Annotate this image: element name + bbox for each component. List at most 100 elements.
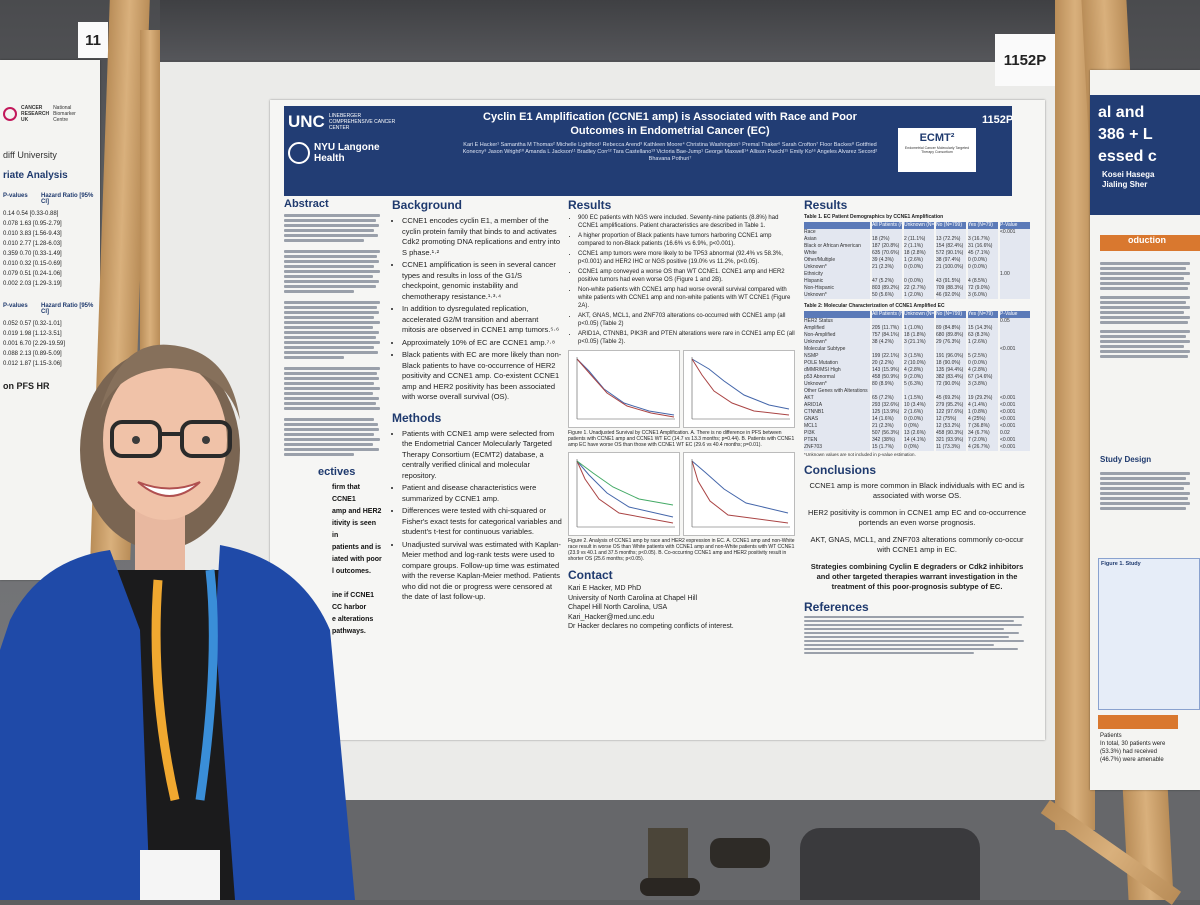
table-cell [968,346,998,353]
left-table-row: 0.010 3.83 [1.56-9.43] [3,231,62,237]
table-cell: 89 (84.8%) [936,325,966,332]
table-cell: <0.001 [1000,437,1030,444]
table-cell: Black or African American [804,243,870,250]
table-cell [804,222,870,229]
right-poster: al and 386 + L essed c Kosei Hasega Jialing… [1090,70,1200,790]
table-cell: 13 (72.2%) [936,236,966,243]
table-row: ARID1A 293 (32.6%) 10 (3.4%) 279 (95.2%) 4 (… [804,402,1030,409]
background-heading: Background [392,198,463,212]
table-cell: 0.02 [1000,430,1030,437]
table-cell: 21 (2.3%) [872,264,902,271]
left-table-row: 0.359 0.70 [0.33-1.49] [3,251,62,257]
centre-line-2: Biomarker [53,111,76,117]
right-poster-figure-title: Figure 1. Study [1101,561,1141,567]
results-heading: Results [568,198,612,212]
table-cell: 0 (0%) [904,423,934,430]
table-cell: 45 (7.1%) [968,250,998,257]
left-table-1: 0.14 0.54 [0.33-0.88] 0.078 1.63 [0.95-2.… [3,209,97,289]
table-cell [1000,264,1030,271]
conclusion-item: HER2 positivity is common in CCNE1 amp E… [808,508,1026,527]
table-cell: Unknown* [804,264,870,271]
table-row: Non-Hispanic 803 (89.2%) 22 (2.7%) 709 (88.… [804,285,1030,292]
table-cell: 38 (97.4%) [936,257,966,264]
table-cell: 321 (93.9%) [936,437,966,444]
figure-2-caption: Figure 2. Analysis of CCNE1 amp by race … [568,538,795,562]
left-table-row: 0.14 0.54 [0.33-0.88] [3,211,59,217]
table-cell: 18 (90.0%) [936,360,966,367]
table-cell: 67 (14.6%) [968,374,998,381]
ecmt-logo-box: ECMT² Endometrial Cancer Molecularly Tar… [898,128,976,172]
left-number-tag: 11 [78,22,108,58]
table-cell [872,346,902,353]
right-poster-authors: Kosei Hasega Jialing Sher [1102,170,1154,190]
methods-item: Patient and disease characteristics were… [402,483,562,504]
background-item: Black patients with EC are more likely t… [402,350,562,403]
table-row: Race <0.001 [804,229,1030,236]
table-header-row: All Patients (N=900)Unknown (N=22)No (N=… [804,222,1030,229]
table-cell: All Patients (N=900) [872,222,902,229]
table-cell: 458 (50.9%) [872,374,902,381]
right-footer-line: In total, 30 patients were [1100,741,1166,747]
table-cell: No (N=799) [936,311,966,318]
left-table-row: 0.001 6.70 [2.29-19.59] [3,341,66,347]
table-cell: 125 (13.9%) [872,409,902,416]
table-cell [872,229,902,236]
figure-2b-km-plot [683,452,795,536]
table-cell [904,318,934,325]
table-row: Ethnicity 1.00 [804,271,1030,278]
logo-line-2: RESEARCH [21,111,50,117]
right-poster-design-body [1100,470,1190,512]
table-cell: 14 (4.1%) [904,437,934,444]
table-row: Unknown* 21 (2.3%) 0 (0.0%) 21 (100.0%) 0 (0… [804,264,1030,271]
background-person-legs [640,828,800,900]
right-poster-intro-body [1100,260,1190,360]
table-cell [872,388,902,395]
table-cell: 135 (94.4%) [936,367,966,374]
table-cell [936,318,966,325]
presenter-photo [0,330,360,900]
table-cell: 46 (92.0%) [936,292,966,299]
table-cell: MCL1 [804,423,870,430]
table-cell [1000,339,1030,346]
objectives-line: ine if CCNE1 [332,592,375,599]
table-cell: <0.001 [1000,444,1030,451]
left-table-row: 0.010 2.77 [1.28-6.03] [3,241,62,247]
table-row: dMMR/MSI High 143 (15.9%) 4 (2.8%) 135 (94.… [804,367,1030,374]
table-cell: dMMR/MSI High [804,367,870,374]
left-header2-pvalues: P-values [3,303,28,309]
table-cell: p53 Abnormal [804,374,870,381]
left-poster-footer: on PFS HR [3,381,50,391]
figure-2 [568,452,796,536]
table-cell [1000,353,1030,360]
table-cell: 507 (56.3%) [872,430,902,437]
right-poster-title-banner [1090,95,1200,215]
table-cell: AKT [804,395,870,402]
table-cell: 12 (53.2%) [936,423,966,430]
table-cell: 293 (32.6%) [872,402,902,409]
table-cell: 205 (11.7%) [872,325,902,332]
table-cell: 757 (84.1%) [872,332,902,339]
table-cell: <0.001 [1000,416,1030,423]
table-row: HER2 Status 0.05 [804,318,1030,325]
left-header-hr: Hazard Ratio [95% CI] [41,193,94,205]
table-cell [1000,243,1030,250]
objectives-heading: ectives [318,466,356,478]
left-table-row: 0.052 0.57 [0.32-1.01] [3,321,62,327]
table-cell: 122 (97.6%) [936,409,966,416]
table-cell: Non-Hispanic [804,285,870,292]
right-footer-line: (46.7%) were amenable [1100,757,1164,763]
table-cell: 0 (0.0%) [968,264,998,271]
table-row: Unknown* 80 (8.9%) 5 (6.3%) 72 (90.0%) 3 (3.… [804,381,1030,388]
table-cell: 21 (100.0%) [936,264,966,271]
table-cell [1000,388,1030,395]
table-cell: All Patients (N=900) [872,311,902,318]
right-title-line: al and [1098,104,1145,121]
left-table-row: 0.002 2.03 [1.29-3.19] [3,281,62,287]
table-cell: 18 (1.8%) [904,332,934,339]
table-cell: 0 (0.0%) [968,360,998,367]
objectives-body: firm that CCNE1 amp and HER2 itivity is se… [284,482,384,638]
table-cell: Ethnicity [804,271,870,278]
objectives-line: patients and is [332,544,382,551]
table-cell: 21 (2.3%) [872,423,902,430]
right-poster-footer: Patients In total, 30 patients were (53.3%… [1100,732,1165,764]
